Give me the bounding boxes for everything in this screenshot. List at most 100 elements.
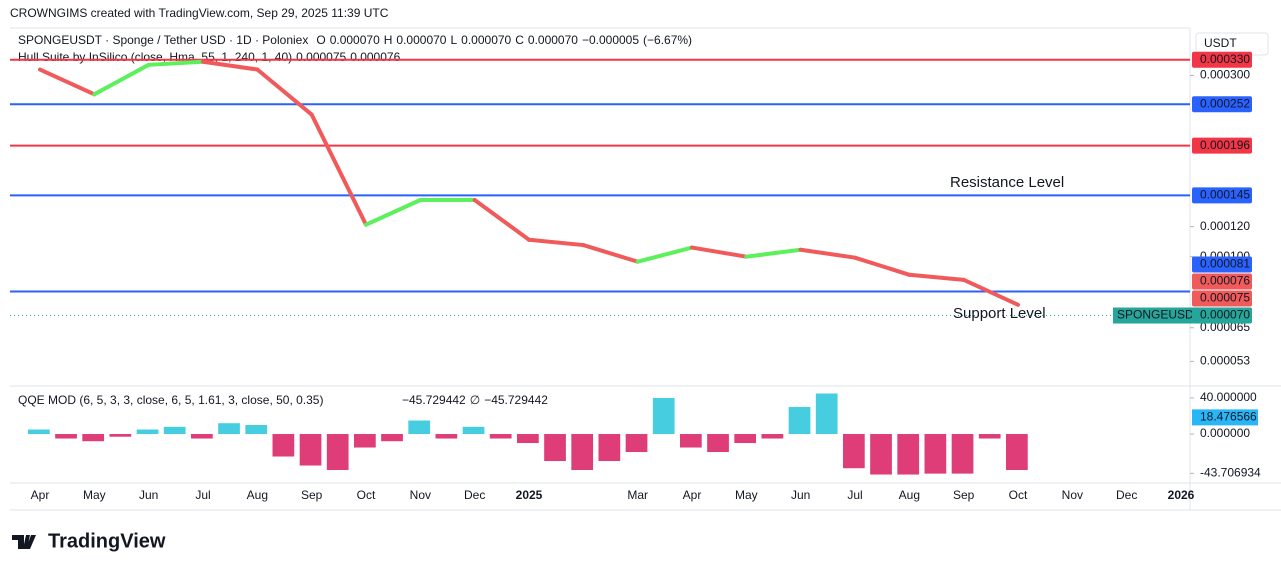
legend-text: L — [450, 33, 457, 47]
logo — [12, 535, 36, 549]
legend-text: −0.000005 — [582, 33, 639, 47]
hull-segment — [38, 67, 97, 97]
hull-segment — [364, 198, 423, 227]
qqe-bar — [598, 434, 621, 462]
x-tick-label: Mar — [627, 488, 648, 502]
qqe-bar — [625, 434, 648, 453]
level-label: 0.000081 — [1200, 257, 1250, 271]
qqe-bar — [272, 434, 295, 457]
legend-text: −45.729442 — [402, 393, 466, 407]
qqe-bar — [870, 434, 892, 475]
level-label-bg — [1192, 187, 1252, 204]
qqe-bar — [354, 434, 376, 448]
qqe-bar — [191, 434, 213, 439]
legend-text: Hull Suite by InSilico (close, Hma, 55, … — [18, 50, 292, 64]
y-tick-label: 0.000120 — [1200, 219, 1250, 233]
legend-text: 0.000070 — [528, 33, 578, 47]
level-label-bg — [1192, 51, 1252, 68]
x-tick-label: Aug — [247, 488, 268, 502]
hull-segment — [527, 237, 586, 248]
level-label: 0.000145 — [1200, 188, 1250, 202]
last-price-label-bg — [1192, 307, 1252, 324]
qqe-bar — [435, 434, 458, 439]
level-label-bg — [1192, 96, 1252, 113]
legend-text: C — [515, 33, 524, 47]
x-tick-label: Apr — [683, 488, 702, 502]
y-tick-label: 0.000300 — [1200, 68, 1250, 82]
current-value-bg — [1192, 409, 1258, 426]
qqe-bar — [489, 434, 512, 439]
legend-text: 0.000070 — [461, 33, 511, 47]
qqe-bar — [408, 420, 431, 435]
qqe-bar — [28, 429, 50, 435]
qqe-bar — [1006, 434, 1028, 471]
qqe-bar — [951, 434, 974, 474]
qqe-bar — [517, 434, 539, 444]
x-tick-label: Dec — [464, 488, 485, 502]
qqe-bar — [245, 425, 268, 435]
annotation: Support Level — [953, 305, 1046, 322]
legend-text: 0.000076 — [350, 50, 400, 64]
credit: CROWNGIMS created with TradingView.com, … — [10, 6, 389, 20]
x-tick-label: Jul — [195, 488, 210, 502]
y-tick-label: 0.000000 — [1200, 426, 1250, 440]
qqe-bar — [136, 429, 159, 435]
x-tick-label: Oct — [357, 488, 376, 502]
legend-text: 0.000070 — [396, 33, 446, 47]
level-label: 0.000330 — [1200, 52, 1250, 66]
last-price-label: 0.000070 — [1200, 308, 1250, 322]
qqe-bar — [978, 434, 1001, 439]
hull-segment — [907, 272, 966, 282]
hull-value-label-bg — [1192, 290, 1252, 307]
hull-segment — [961, 277, 1020, 307]
x-tick-label: Dec — [1116, 488, 1137, 502]
qqe-bar — [843, 434, 865, 469]
legend-text: (−6.67%) — [643, 33, 692, 47]
legend-text: ∅ — [470, 393, 480, 407]
hull-segment — [309, 112, 368, 227]
y-tick-label: 40.000000 — [1200, 390, 1257, 404]
x-tick-label: Apr — [31, 488, 50, 502]
hull-segment — [255, 67, 314, 117]
level-label-bg — [1192, 256, 1252, 273]
x-tick-label: Oct — [1009, 488, 1028, 502]
symbol-label-bg — [1113, 307, 1206, 324]
logo-mark — [12, 535, 36, 549]
current-value: 18.476566 — [1200, 410, 1257, 424]
level-label: 0.000252 — [1200, 96, 1250, 110]
qqe-bar — [544, 434, 566, 462]
hull-segment — [92, 62, 151, 97]
legend-text: 0.000070 — [330, 33, 380, 47]
qqe-bar — [707, 434, 729, 453]
hull-value-label: 0.000075 — [1200, 291, 1250, 305]
hull-segment — [853, 255, 912, 277]
y-tick-label: -43.706934 — [1200, 466, 1261, 480]
hull-segment — [798, 247, 857, 260]
hull-segment — [635, 245, 694, 264]
x-tick-label: Aug — [899, 488, 920, 502]
qqe-bar — [815, 393, 838, 435]
level-label: 0.000196 — [1200, 138, 1250, 152]
qqe-bar — [652, 398, 675, 435]
y-tick-label: 0.000053 — [1200, 354, 1250, 368]
legend-text: −45.729442 — [484, 393, 548, 407]
currency[interactable]: USDT — [1204, 36, 1237, 50]
hull-segment — [201, 59, 260, 72]
level-label-bg — [1192, 137, 1252, 154]
x-tick-label: May — [83, 488, 106, 502]
annotation: Resistance Level — [950, 174, 1064, 191]
qqe-bar — [897, 434, 920, 475]
hull-segment — [472, 198, 531, 242]
x-tick-label: Nov — [1062, 488, 1083, 502]
qqe-bar — [761, 434, 784, 439]
hull-value-label-bg — [1192, 273, 1252, 290]
qqe-bar — [82, 434, 105, 442]
x-tick-label: Jun — [139, 488, 158, 502]
qqe-bar — [462, 426, 485, 435]
qqe-bar — [571, 434, 594, 471]
qqe-bar — [55, 434, 77, 439]
x-tick-label: Jul — [847, 488, 862, 502]
x-tick-label: 2025 — [516, 488, 543, 502]
